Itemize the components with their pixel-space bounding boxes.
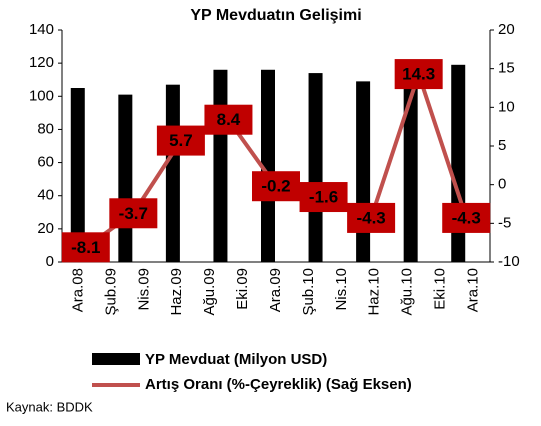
bar <box>308 73 323 262</box>
y2-tick-label: 0 <box>498 176 506 193</box>
chart-title: YP Mevduatın Gelişimi <box>190 7 361 24</box>
x-tick-label: Nis.09 <box>135 268 152 311</box>
y2-tick-label: 20 <box>498 21 515 38</box>
x-tick-label: Şub.09 <box>102 268 119 316</box>
y-tick-label: 120 <box>29 54 54 71</box>
data-label: -4.3 <box>452 208 481 227</box>
label-box <box>61 232 110 263</box>
legend-label: Artış Oranı (%-Çeyreklik) (Sağ Eksen) <box>145 376 412 393</box>
x-tick-label: Nis.10 <box>333 268 350 311</box>
label-box <box>109 198 158 229</box>
x-tick-label: Ara.10 <box>465 268 482 312</box>
x-tick-label: Ara.09 <box>267 268 284 312</box>
y-tick-label: 60 <box>37 154 54 171</box>
legend-swatch <box>92 353 140 365</box>
data-label: -0.2 <box>261 177 290 196</box>
bar <box>403 76 418 263</box>
label-box <box>299 182 348 213</box>
label-box <box>204 104 253 135</box>
bar <box>165 84 180 262</box>
y-tick-label: 80 <box>37 120 54 137</box>
y2-tick-label: -5 <box>498 214 511 231</box>
bar <box>261 69 275 263</box>
x-tick-label: Şub.10 <box>300 268 317 316</box>
bar <box>118 94 133 262</box>
x-tick-label: Eki.09 <box>234 268 251 310</box>
x-tick-label: Haz.09 <box>168 268 185 316</box>
label-box <box>156 125 205 156</box>
y-tick-label: 0 <box>46 253 54 270</box>
y-tick-label: 100 <box>29 87 54 104</box>
label-box <box>442 202 491 233</box>
data-label: 5.7 <box>169 131 193 150</box>
data-label: -1.6 <box>309 188 338 207</box>
x-tick-label: Ağu.09 <box>201 268 218 316</box>
data-label: 14.3 <box>402 65 435 84</box>
y-tick-label: 140 <box>29 21 54 38</box>
label-box <box>394 59 443 90</box>
y-tick-label: 20 <box>37 220 54 237</box>
legend-label: YP Mevduat (Milyon USD) <box>145 351 327 368</box>
label-box <box>347 202 396 233</box>
data-label: -3.7 <box>119 204 148 223</box>
y-tick-label: 40 <box>37 187 54 204</box>
label-box <box>252 171 300 202</box>
x-tick-label: Ağu.10 <box>399 268 416 316</box>
x-tick-label: Ara.08 <box>69 268 86 312</box>
y2-tick-label: 5 <box>498 137 506 154</box>
y2-tick-label: 10 <box>498 98 515 115</box>
x-tick-label: Haz.10 <box>366 268 383 316</box>
x-tick-label: Eki.10 <box>432 268 449 310</box>
y2-tick-label: -10 <box>498 253 520 270</box>
source: Kaynak: BDDK <box>6 399 93 414</box>
data-label: -4.3 <box>356 208 385 227</box>
data-label: 8.4 <box>217 110 241 129</box>
data-label: -8.1 <box>71 238 100 257</box>
y2-tick-label: 15 <box>498 60 515 77</box>
bar <box>356 81 371 262</box>
bar <box>70 88 85 262</box>
bar <box>213 69 228 263</box>
